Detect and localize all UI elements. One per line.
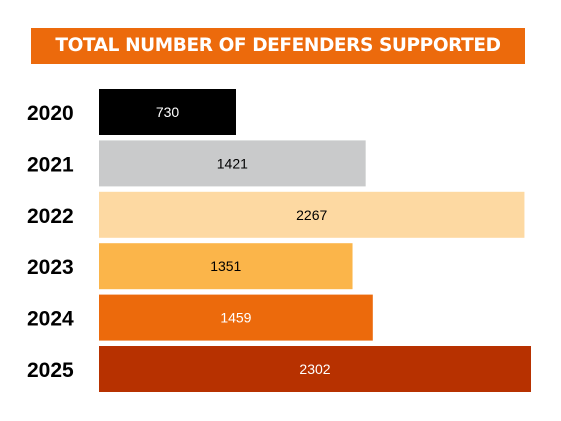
- bar-2025: [99, 346, 531, 392]
- bar-value-label-2021: 1421: [217, 155, 248, 171]
- bar-2022: [99, 191, 525, 238]
- bar-2024: [99, 294, 373, 341]
- year-label-2020: 2020: [27, 102, 74, 125]
- year-label-2022: 2022: [27, 205, 74, 228]
- bar-2023: [99, 243, 353, 290]
- bar-2020: [99, 89, 236, 135]
- bar-value-label-2020: 730: [156, 104, 180, 120]
- bar-value-label-2022: 2267: [296, 207, 327, 223]
- bar-value-label-2023: 1351: [210, 258, 241, 274]
- year-label-2021: 2021: [27, 153, 74, 176]
- year-label-2023: 2023: [27, 256, 74, 279]
- bar-value-label-2025: 2302: [299, 361, 330, 377]
- bar-value-label-2024: 1459: [220, 310, 251, 326]
- bar-2021: [99, 140, 366, 187]
- chart-title: TOTAL NUMBER OF DEFENDERS SUPPORTED: [31, 28, 525, 64]
- year-label-2024: 2024: [27, 308, 74, 331]
- year-label-2025: 2025: [27, 359, 74, 382]
